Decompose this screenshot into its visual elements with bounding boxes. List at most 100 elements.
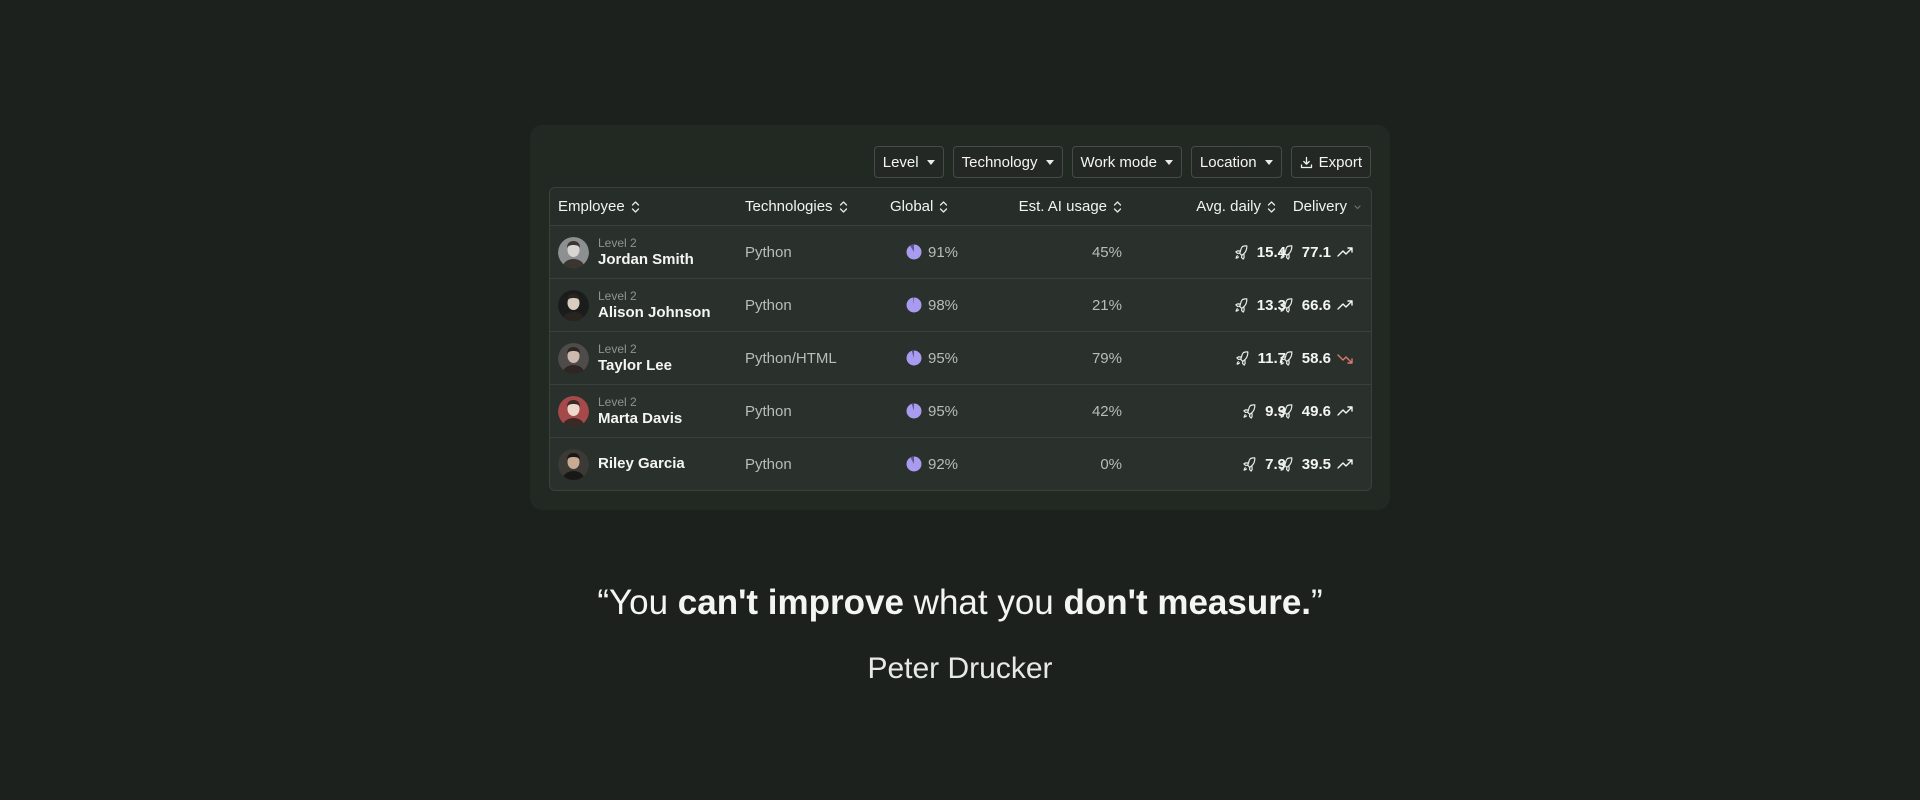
- delivery-value: 58.6: [1301, 349, 1331, 367]
- quote-close: ”: [1311, 583, 1323, 622]
- employee-name[interactable]: Jordan Smith: [598, 250, 694, 268]
- trend-up-icon: [1337, 247, 1353, 257]
- delivery-value: 66.6: [1301, 296, 1331, 314]
- sort-icon: [940, 200, 948, 213]
- employee-name[interactable]: Taylor Lee: [598, 356, 672, 374]
- caret-down-icon: [1164, 159, 1173, 165]
- technology-filter-dropdown[interactable]: Technology: [952, 146, 1063, 178]
- global-cell: 92%: [890, 438, 1000, 490]
- location-filter-dropdown[interactable]: Location: [1190, 146, 1282, 178]
- rocket-icon: [1235, 298, 1248, 313]
- caret-down-icon: [1045, 159, 1054, 165]
- ai-usage-cell: 0%: [1100, 455, 1122, 473]
- employee-cell: Level 2 Alison Johnson: [558, 279, 738, 331]
- employee-cell: Riley Garcia: [558, 438, 738, 490]
- global-value: 95%: [928, 402, 959, 420]
- global-pie-icon: [906, 456, 922, 472]
- employee-cell: Level 2 Jordan Smith: [558, 226, 738, 278]
- export-label: Export: [1318, 153, 1362, 171]
- ai-usage-column-header[interactable]: Est. AI usage: [1010, 188, 1122, 225]
- delivery-value: 49.6: [1301, 402, 1331, 420]
- avatar: [558, 395, 589, 427]
- sort-icon: [631, 200, 639, 213]
- avatar: [558, 448, 589, 480]
- avg-daily-cell: 13.3: [1150, 279, 1286, 331]
- sort-icon: [1113, 200, 1122, 213]
- employee-table: Employee Technologies Global Est. AI usa…: [549, 187, 1372, 491]
- avatar: [558, 289, 589, 321]
- work-mode-filter-label: Work mode: [1080, 153, 1157, 171]
- rocket-icon: [1235, 245, 1248, 260]
- work-mode-filter-dropdown[interactable]: Work mode: [1071, 146, 1182, 178]
- employee-name[interactable]: Alison Johnson: [598, 303, 711, 321]
- rocket-icon: [1280, 457, 1293, 472]
- quote-bold-1: can't improve: [677, 583, 904, 622]
- sort-icon: [1267, 200, 1276, 213]
- ai-usage-header-label: Est. AI usage: [1018, 198, 1107, 215]
- employee-cell: Level 2 Marta Davis: [558, 385, 738, 437]
- global-cell: 98%: [890, 279, 1000, 331]
- rocket-icon: [1280, 351, 1293, 366]
- global-value: 95%: [928, 349, 959, 367]
- ai-usage-cell: 79%: [1091, 349, 1122, 367]
- employee-column-header[interactable]: Employee: [558, 188, 738, 225]
- quote-bold-2: don't measure.: [1063, 583, 1312, 622]
- avg-daily-cell: 11.7: [1150, 332, 1286, 384]
- delivery-value: 77.1: [1301, 243, 1331, 261]
- avg-daily-cell: 9.9: [1150, 385, 1286, 437]
- employee-level: Level 2: [598, 235, 637, 250]
- delivery-header-label: Delivery: [1292, 198, 1347, 215]
- rocket-icon: [1280, 404, 1293, 419]
- employee-name[interactable]: Riley Garcia: [598, 455, 685, 472]
- table-row[interactable]: Level 2 Marta Davis Python 95% 42% 9.9 49.6: [550, 384, 1371, 437]
- employee-name-block: Level 2 Alison Johnson: [598, 289, 711, 322]
- global-pie-icon: [906, 244, 922, 260]
- rocket-icon: [1243, 404, 1256, 419]
- technology-filter-label: Technology: [961, 153, 1038, 171]
- delivery-cell: 77.1: [1250, 226, 1362, 278]
- employee-level: Level 2: [598, 341, 637, 356]
- global-cell: 95%: [890, 332, 1000, 384]
- ai-usage-cell: 21%: [1091, 296, 1122, 314]
- global-cell: 95%: [890, 385, 1000, 437]
- table-row[interactable]: Riley Garcia Python 92% 0% 7.9 39.5: [550, 437, 1371, 490]
- global-header-label: Global: [890, 198, 934, 215]
- table-header-row: Employee Technologies Global Est. AI usa…: [550, 188, 1371, 225]
- trend-up-icon: [1337, 406, 1353, 416]
- delivery-column-header[interactable]: Delivery: [1250, 188, 1362, 225]
- avatar: [558, 236, 589, 268]
- employee-level: Level 2: [598, 288, 637, 303]
- global-value: 92%: [928, 455, 959, 473]
- quote: “You can't improve what you don't measur…: [0, 583, 1920, 623]
- rocket-icon: [1280, 298, 1293, 313]
- delivery-value: 39.5: [1301, 455, 1331, 473]
- employee-level: Level 2: [598, 394, 637, 409]
- global-column-header[interactable]: Global: [890, 188, 1000, 225]
- avg-daily-cell: 15.4: [1150, 226, 1286, 278]
- toolbar: Level Technology Work mode Location Expo…: [873, 146, 1371, 178]
- location-filter-label: Location: [1199, 153, 1257, 171]
- avg-daily-column-header[interactable]: Avg. daily: [1140, 188, 1276, 225]
- table-row[interactable]: Level 2 Taylor Lee Python/HTML 95% 79% 11.7 58…: [550, 331, 1371, 384]
- employee-cell: Level 2 Taylor Lee: [558, 332, 738, 384]
- technologies-column-header[interactable]: Technologies: [745, 188, 875, 225]
- delivery-cell: 49.6: [1250, 385, 1362, 437]
- employee-name-block: Level 2 Jordan Smith: [598, 236, 694, 269]
- table-row[interactable]: Level 2 Jordan Smith Python 91% 45% 15.4 77.1: [550, 225, 1371, 278]
- avg-daily-header-label: Avg. daily: [1196, 198, 1261, 215]
- avg-daily-value: 9.9: [1265, 402, 1286, 420]
- export-button[interactable]: Export: [1290, 146, 1371, 178]
- technologies-header-label: Technologies: [745, 198, 833, 215]
- level-filter-dropdown[interactable]: Level: [873, 146, 944, 178]
- employee-name[interactable]: Marta Davis: [598, 409, 683, 427]
- quote-mid: what you: [903, 583, 1064, 622]
- employee-name-block: Level 2 Marta Davis: [598, 395, 682, 428]
- rocket-icon: [1243, 457, 1256, 472]
- ai-usage-cell: 42%: [1091, 402, 1122, 420]
- rocket-icon: [1280, 245, 1293, 260]
- table-row[interactable]: Level 2 Alison Johnson Python 98% 21% 13.3 66.…: [550, 278, 1371, 331]
- avatar: [558, 342, 589, 374]
- technologies-cell: Python: [745, 243, 792, 261]
- caret-down-icon: [926, 159, 935, 165]
